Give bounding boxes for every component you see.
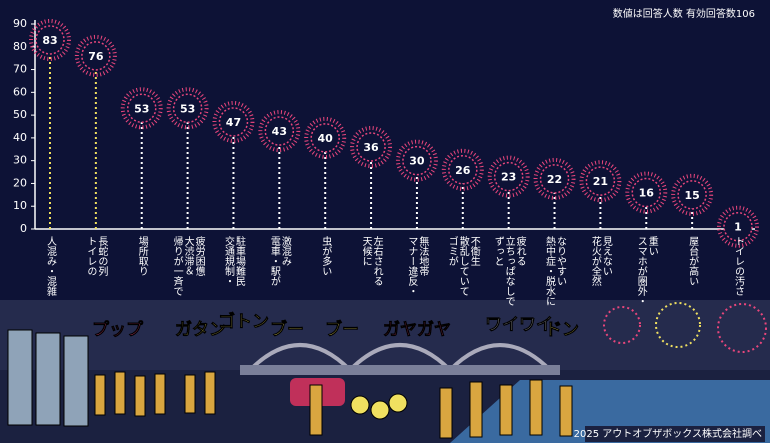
- firework-ring: [441, 148, 484, 191]
- firework-ring: [258, 110, 301, 153]
- illustration: [0, 300, 770, 443]
- y-tick-label: 80: [13, 40, 27, 53]
- value-label: 16: [639, 187, 655, 200]
- x-tick-label: 熱中症・脱水に なりやすい: [543, 236, 566, 306]
- y-tick-label: 40: [13, 131, 27, 144]
- sound-text: プップ: [92, 319, 144, 340]
- firework: [402, 145, 432, 176]
- x-tick-label: 虫が多い: [319, 236, 331, 276]
- firework-ring: [74, 34, 117, 77]
- firework: [218, 107, 249, 137]
- firework: [448, 155, 478, 185]
- x-tick-label: 帰りが一斉で 大渋滞＆ 疲労困憊: [171, 236, 205, 296]
- firework-ring: [533, 157, 576, 200]
- firework: [677, 180, 707, 210]
- firework: [493, 161, 524, 192]
- firework: [631, 177, 662, 208]
- firework-ring: [671, 173, 714, 216]
- value-label: 53: [180, 102, 195, 115]
- value-label: 21: [593, 175, 608, 188]
- x-tick-label: ずっと 立ちっぱなしで 疲れる: [492, 236, 526, 306]
- value-label: 43: [272, 125, 287, 138]
- firework: [356, 132, 386, 162]
- firework: [264, 116, 295, 146]
- x-tick-label: 場所取り: [136, 236, 148, 276]
- x-tick-label: ゴミが 散乱していて 不衛生: [446, 236, 480, 296]
- value-label: 76: [88, 50, 104, 63]
- x-tick-label: 人混み・混雑: [44, 236, 56, 296]
- firework-ring: [29, 18, 71, 61]
- x-tick-label: マナー違反・ 無法地帯: [405, 236, 428, 296]
- sound-text: ガヤガヤ: [383, 320, 451, 340]
- y-tick-label: 20: [13, 176, 27, 189]
- firework: [310, 123, 340, 153]
- firework: [539, 164, 570, 194]
- y-tick-label: 10: [13, 199, 27, 212]
- firework-ring: [304, 116, 347, 159]
- x-tick-label: 交通規制・ 駐車場難民: [222, 236, 245, 286]
- firework-ring: [579, 160, 622, 203]
- y-tick-label: 0: [20, 222, 27, 235]
- x-tick-label: トイレの汚さ: [732, 236, 744, 296]
- value-label: 22: [547, 173, 562, 186]
- y-tick-label: 50: [13, 108, 27, 121]
- sound-text: ブー: [325, 319, 359, 340]
- value-label: 30: [409, 155, 425, 168]
- x-tick-label: 屋台が高い: [686, 236, 698, 286]
- firework: [126, 93, 157, 124]
- x-tick-label: 花火が全然 見えない: [589, 236, 612, 286]
- value-label: 36: [363, 141, 379, 154]
- value-label: 23: [501, 171, 516, 184]
- value-label: 40: [318, 132, 334, 145]
- y-tick-label: 30: [13, 154, 27, 167]
- value-label: 15: [684, 189, 699, 202]
- firework: [172, 93, 203, 124]
- x-tick-label: トイレの 長蛇の列: [84, 236, 107, 276]
- firework-ring: [120, 87, 163, 130]
- value-label: 83: [42, 34, 57, 47]
- value-label: 26: [455, 164, 471, 177]
- sound-text: ガタン: [175, 320, 226, 340]
- y-tick-label: 90: [13, 17, 27, 30]
- sound-text: ワイワイ: [485, 315, 553, 335]
- firework: [585, 166, 616, 196]
- firework-ring: [487, 155, 530, 198]
- sound-text: ブー: [270, 319, 304, 340]
- plot-background: [0, 0, 770, 300]
- value-label: 47: [226, 116, 241, 129]
- value-label: 53: [134, 102, 149, 115]
- firework-ring: [166, 87, 209, 130]
- x-tick-label: 天候に 左右される: [360, 236, 383, 286]
- firework-ring: [212, 100, 255, 143]
- firework-ring: [717, 205, 759, 248]
- firework: [81, 41, 111, 71]
- firework-ring: [395, 139, 438, 182]
- firework: [35, 25, 65, 55]
- sound-text: ゴトン: [218, 311, 269, 332]
- firework: [723, 211, 753, 242]
- value-label: 1: [734, 221, 742, 234]
- firework-ring: [625, 171, 668, 214]
- sound-text: ドン: [545, 320, 579, 340]
- y-tick-label: 60: [13, 85, 27, 98]
- note: 数値は回答人数 有効回答数106: [613, 7, 755, 20]
- x-tick-label: スマホが圏外・ 重い: [635, 236, 658, 306]
- source: 2025 アウトオブザボックス株式会社調べ: [574, 427, 762, 440]
- y-tick-label: 70: [13, 63, 27, 76]
- firework-ring: [350, 126, 393, 168]
- x-tick-label: 電車・駅が 激混み: [268, 236, 291, 286]
